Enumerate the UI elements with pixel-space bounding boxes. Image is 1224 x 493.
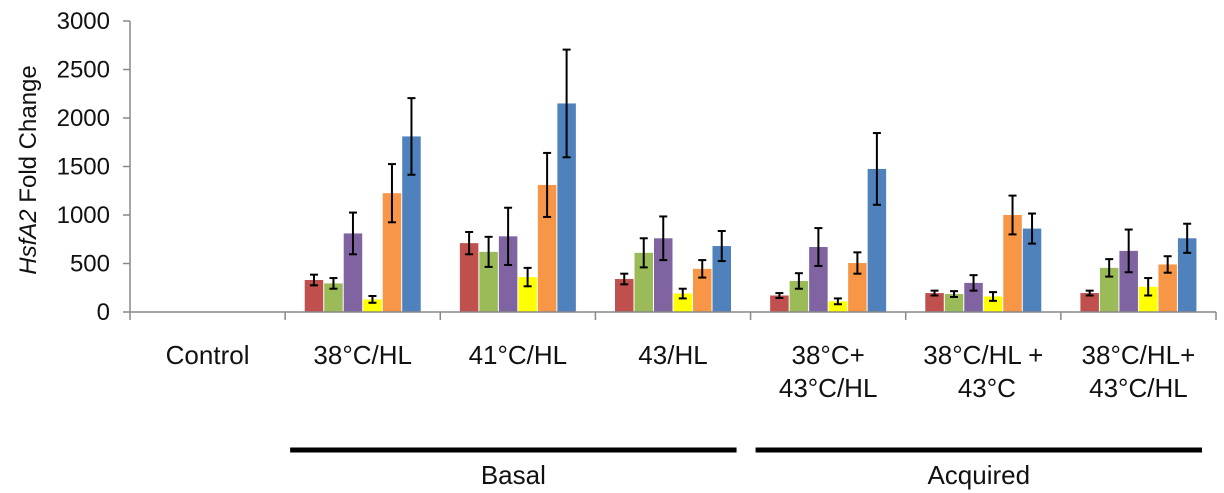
group-label: Acquired	[927, 460, 1030, 490]
bar	[964, 282, 983, 312]
bar	[537, 184, 557, 312]
category-labels: Control 38°C/HL 41°C/HL 43/HL 38°C+ 43°C/HL38…	[166, 340, 1196, 403]
bar	[1022, 228, 1042, 312]
category-label: 38°C/HL+ 43°C/HL	[1082, 340, 1196, 403]
bar	[1158, 264, 1177, 312]
bar	[1138, 286, 1158, 312]
bar	[673, 293, 692, 312]
group-brackets: Basal Acquired	[290, 447, 1202, 490]
category-label-line: 38°C/HL+	[1082, 340, 1196, 370]
category-label-line: 41°C/HL	[469, 340, 568, 370]
y-tick-label: 1500	[57, 154, 110, 181]
y-tick-label: 1000	[57, 202, 110, 229]
bar	[1099, 267, 1119, 312]
bar	[363, 299, 382, 312]
bar	[498, 236, 518, 312]
y-tick-label: 2000	[57, 105, 110, 132]
category-label-line: 38°C+	[792, 340, 865, 370]
bar	[479, 251, 498, 312]
category-label-line: 38°C/HL +	[923, 340, 1043, 370]
category-label: 38°C/HL + 43°C	[923, 340, 1043, 403]
category-label-line: 43°C/HL	[1089, 373, 1188, 403]
bar	[848, 263, 867, 312]
bar	[867, 168, 887, 312]
bar	[518, 277, 537, 312]
bar	[944, 294, 964, 312]
bar	[615, 279, 634, 312]
bar	[634, 252, 653, 312]
y-tick-label: 3000	[57, 8, 110, 35]
bar	[1177, 238, 1197, 312]
bar	[382, 193, 402, 312]
category-label-line: 43/HL	[638, 340, 707, 370]
bar	[809, 247, 828, 312]
bar	[557, 103, 576, 312]
bar	[828, 301, 848, 312]
bar	[770, 295, 789, 312]
bar	[324, 283, 343, 312]
group-label: Basal	[481, 460, 546, 490]
y-tick-label: 0	[97, 299, 110, 326]
category-label-line: Control	[166, 340, 250, 370]
category-label: Control	[166, 340, 250, 370]
bar	[1119, 250, 1138, 312]
error-bars	[309, 48, 1192, 306]
category-label-line: 43°C	[951, 373, 1016, 403]
y-axis-ticks: 0 500 1000 1500 2000 2500 3000	[57, 8, 130, 326]
bar	[343, 233, 363, 312]
axes	[129, 21, 1217, 320]
y-axis-title: HsfA2 Fold Change	[15, 65, 42, 274]
bar	[983, 296, 1003, 312]
bar	[925, 293, 944, 312]
y-tick-label: 500	[70, 251, 110, 278]
category-label: 38°C+ 43°C/HL	[779, 340, 878, 403]
bars	[149, 103, 1197, 312]
bar	[459, 243, 479, 312]
category-label: 41°C/HL	[469, 340, 568, 370]
bar	[402, 136, 421, 312]
category-label: 43/HL	[638, 340, 707, 370]
bar	[789, 280, 809, 312]
bar	[304, 279, 324, 312]
category-label-line: 43°C/HL	[779, 373, 878, 403]
category-label-line: 38°C/HL	[313, 340, 412, 370]
y-tick-label: 2500	[57, 57, 110, 84]
bar	[712, 246, 731, 312]
bar	[693, 268, 712, 312]
bar	[654, 238, 673, 312]
category-label: 38°C/HL	[313, 340, 412, 370]
bar	[1003, 215, 1022, 312]
bar	[1080, 293, 1099, 312]
